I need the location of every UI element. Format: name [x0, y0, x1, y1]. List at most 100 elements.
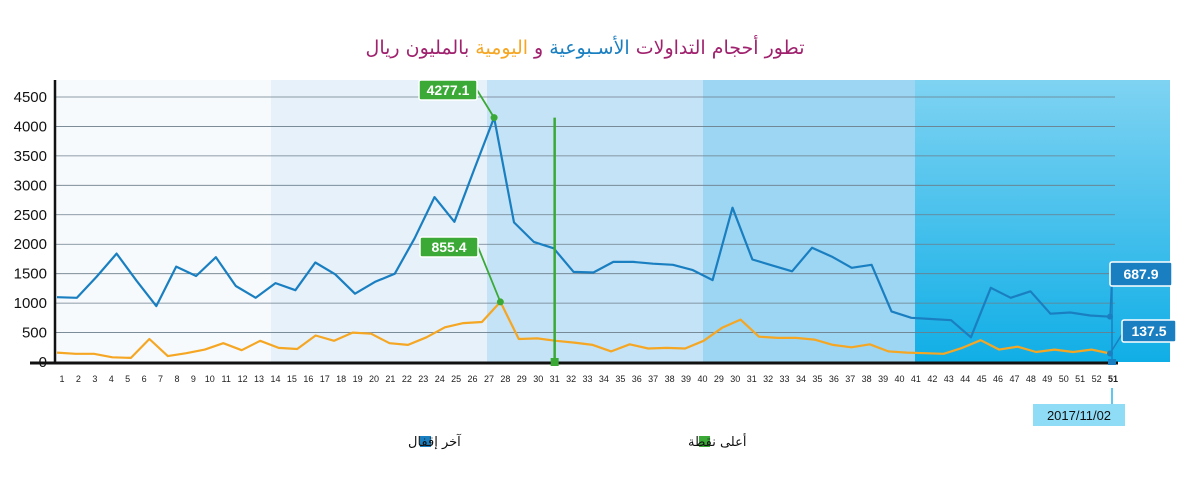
last-date-label: 2017/11/02	[1047, 408, 1111, 423]
x-tick-label: 29	[517, 374, 527, 384]
x-tick-label: 46	[993, 374, 1003, 384]
last-box-daily	[1121, 319, 1177, 343]
annotations: 4277.1 855.4 687.9 137.5 2017/11/02	[418, 79, 1177, 426]
bg-band-2	[271, 80, 487, 362]
x-tick-label: 48	[1026, 374, 1036, 384]
title-part1: تطور أحجام التداولات	[630, 35, 805, 59]
x-tick-label: 49	[1042, 374, 1052, 384]
plot-background	[55, 80, 1170, 362]
x-tick-label: 42	[927, 374, 937, 384]
y-tick-label: 4000	[14, 118, 47, 135]
x-tick-label: 51	[1108, 374, 1118, 384]
y-tick-label: 4500	[14, 89, 47, 106]
callout-leader-peak-daily	[477, 246, 502, 303]
legend-label-peak: أعلى نقطة	[688, 433, 746, 450]
x-tick-label: 24	[435, 374, 445, 384]
x-tick-label: 1	[59, 374, 64, 384]
x-tick-label: 12	[238, 374, 248, 384]
legend: آخر إقفال أعلى نقطة	[408, 433, 746, 450]
y-tick-label: 500	[22, 325, 47, 342]
x-tick-label: 31	[550, 374, 560, 384]
x-tick-label: 16	[303, 374, 313, 384]
x-tick-label: 8	[174, 374, 179, 384]
x-tick-label: 37	[648, 374, 658, 384]
last-label-daily: 137.5	[1131, 323, 1166, 339]
x-tick-label: 35	[615, 374, 625, 384]
x-tick-label: 30	[730, 374, 740, 384]
x-tick-label: 39	[681, 374, 691, 384]
x-tick-label: 6	[142, 374, 147, 384]
x-tick-label: 5	[125, 374, 130, 384]
y-axis-ticks: 050010001500200025003000350040004500	[14, 89, 47, 371]
series-line-weekly	[56, 116, 1111, 339]
gridlines	[53, 80, 1115, 362]
x-tick-label: 14	[270, 374, 280, 384]
x-tick-label: 17	[320, 374, 330, 384]
bg-band-5	[915, 80, 1170, 362]
x-tick-label: 38	[862, 374, 872, 384]
x-tick-label: 3	[92, 374, 97, 384]
x-tick-label: 44	[960, 374, 970, 384]
last-label-weekly: 687.9	[1123, 266, 1158, 282]
x-tick-label: 32	[763, 374, 773, 384]
y-tick-label: 3500	[14, 148, 47, 165]
legend-label-last-close: آخر إقفال	[408, 433, 462, 450]
x-tick-label: 39	[878, 374, 888, 384]
y-tick-label: 3000	[14, 177, 47, 194]
x-tick-label: 47	[1009, 374, 1019, 384]
callout-leader-peak-weekly	[476, 89, 495, 119]
last-marker-base	[1108, 359, 1116, 365]
x-tick-label: 36	[632, 374, 642, 384]
x-tick-label: 11	[222, 374, 231, 384]
x-tick-label: 40	[697, 374, 707, 384]
x-tick-label: 33	[582, 374, 592, 384]
x-tick-label: 34	[599, 374, 609, 384]
callout-label-peak-weekly: 4277.1	[427, 82, 470, 98]
x-tick-label: 36	[829, 374, 839, 384]
title-part4: اليومية	[475, 37, 528, 59]
y-tick-label: 1500	[14, 266, 47, 283]
bg-band-1	[55, 80, 271, 362]
x-tick-label: 21	[385, 374, 395, 384]
y-tick-label: 2500	[14, 207, 47, 224]
bg-band-3	[487, 80, 703, 362]
legend-swatch-peak	[699, 436, 710, 447]
chart-title: تطور أحجام التداولات الأسـبوعية و اليومي…	[366, 35, 805, 59]
x-tick-label: 33	[780, 374, 790, 384]
x-tick-label: 40	[895, 374, 905, 384]
x-tick-label: 34	[796, 374, 806, 384]
x-tick-label: 28	[500, 374, 510, 384]
title-part5: بالمليون ريال	[366, 37, 476, 59]
x-tick-label: 45	[977, 374, 987, 384]
y-tick-label: 1000	[14, 295, 47, 312]
last-box-weekly	[1109, 261, 1173, 287]
y-tick-label: 2000	[14, 236, 47, 253]
x-tick-label: 52	[1092, 374, 1102, 384]
x-tick-label: 23	[418, 374, 428, 384]
x-tick-label: 15	[287, 374, 297, 384]
x-tick-label: 20	[369, 374, 379, 384]
date-box	[1033, 404, 1125, 426]
series-lines	[56, 116, 1111, 359]
peak-marker-base	[550, 358, 559, 366]
x-tick-label: 18	[336, 374, 346, 384]
x-tick-label: 29	[714, 374, 724, 384]
x-axis: 1 2 3 4 5 6 7 8 9 10 11 12 13 14 15 16 17 18 19 20 21 22 23 24 2…	[30, 361, 1118, 384]
series-line-daily	[56, 300, 1111, 359]
x-tick-label: 41	[911, 374, 921, 384]
x-tick-label: 13	[254, 374, 264, 384]
x-tick-label: 25	[451, 374, 461, 384]
x-tick-label: 27	[484, 374, 494, 384]
x-tick-label: 7	[158, 374, 163, 384]
callout-label-peak-daily: 855.4	[431, 239, 466, 255]
x-tick-label: 10	[205, 374, 215, 384]
title-part2: الأسـبوعية	[549, 36, 629, 59]
x-tick-label: 26	[468, 374, 478, 384]
title-part3: و	[528, 37, 549, 59]
x-tick-label: 51	[1075, 374, 1085, 384]
callout-box-peak-daily	[419, 236, 479, 258]
callout-box-peak-weekly	[418, 79, 478, 101]
x-tick-label: 35	[812, 374, 822, 384]
x-tick-label: 2	[76, 374, 81, 384]
